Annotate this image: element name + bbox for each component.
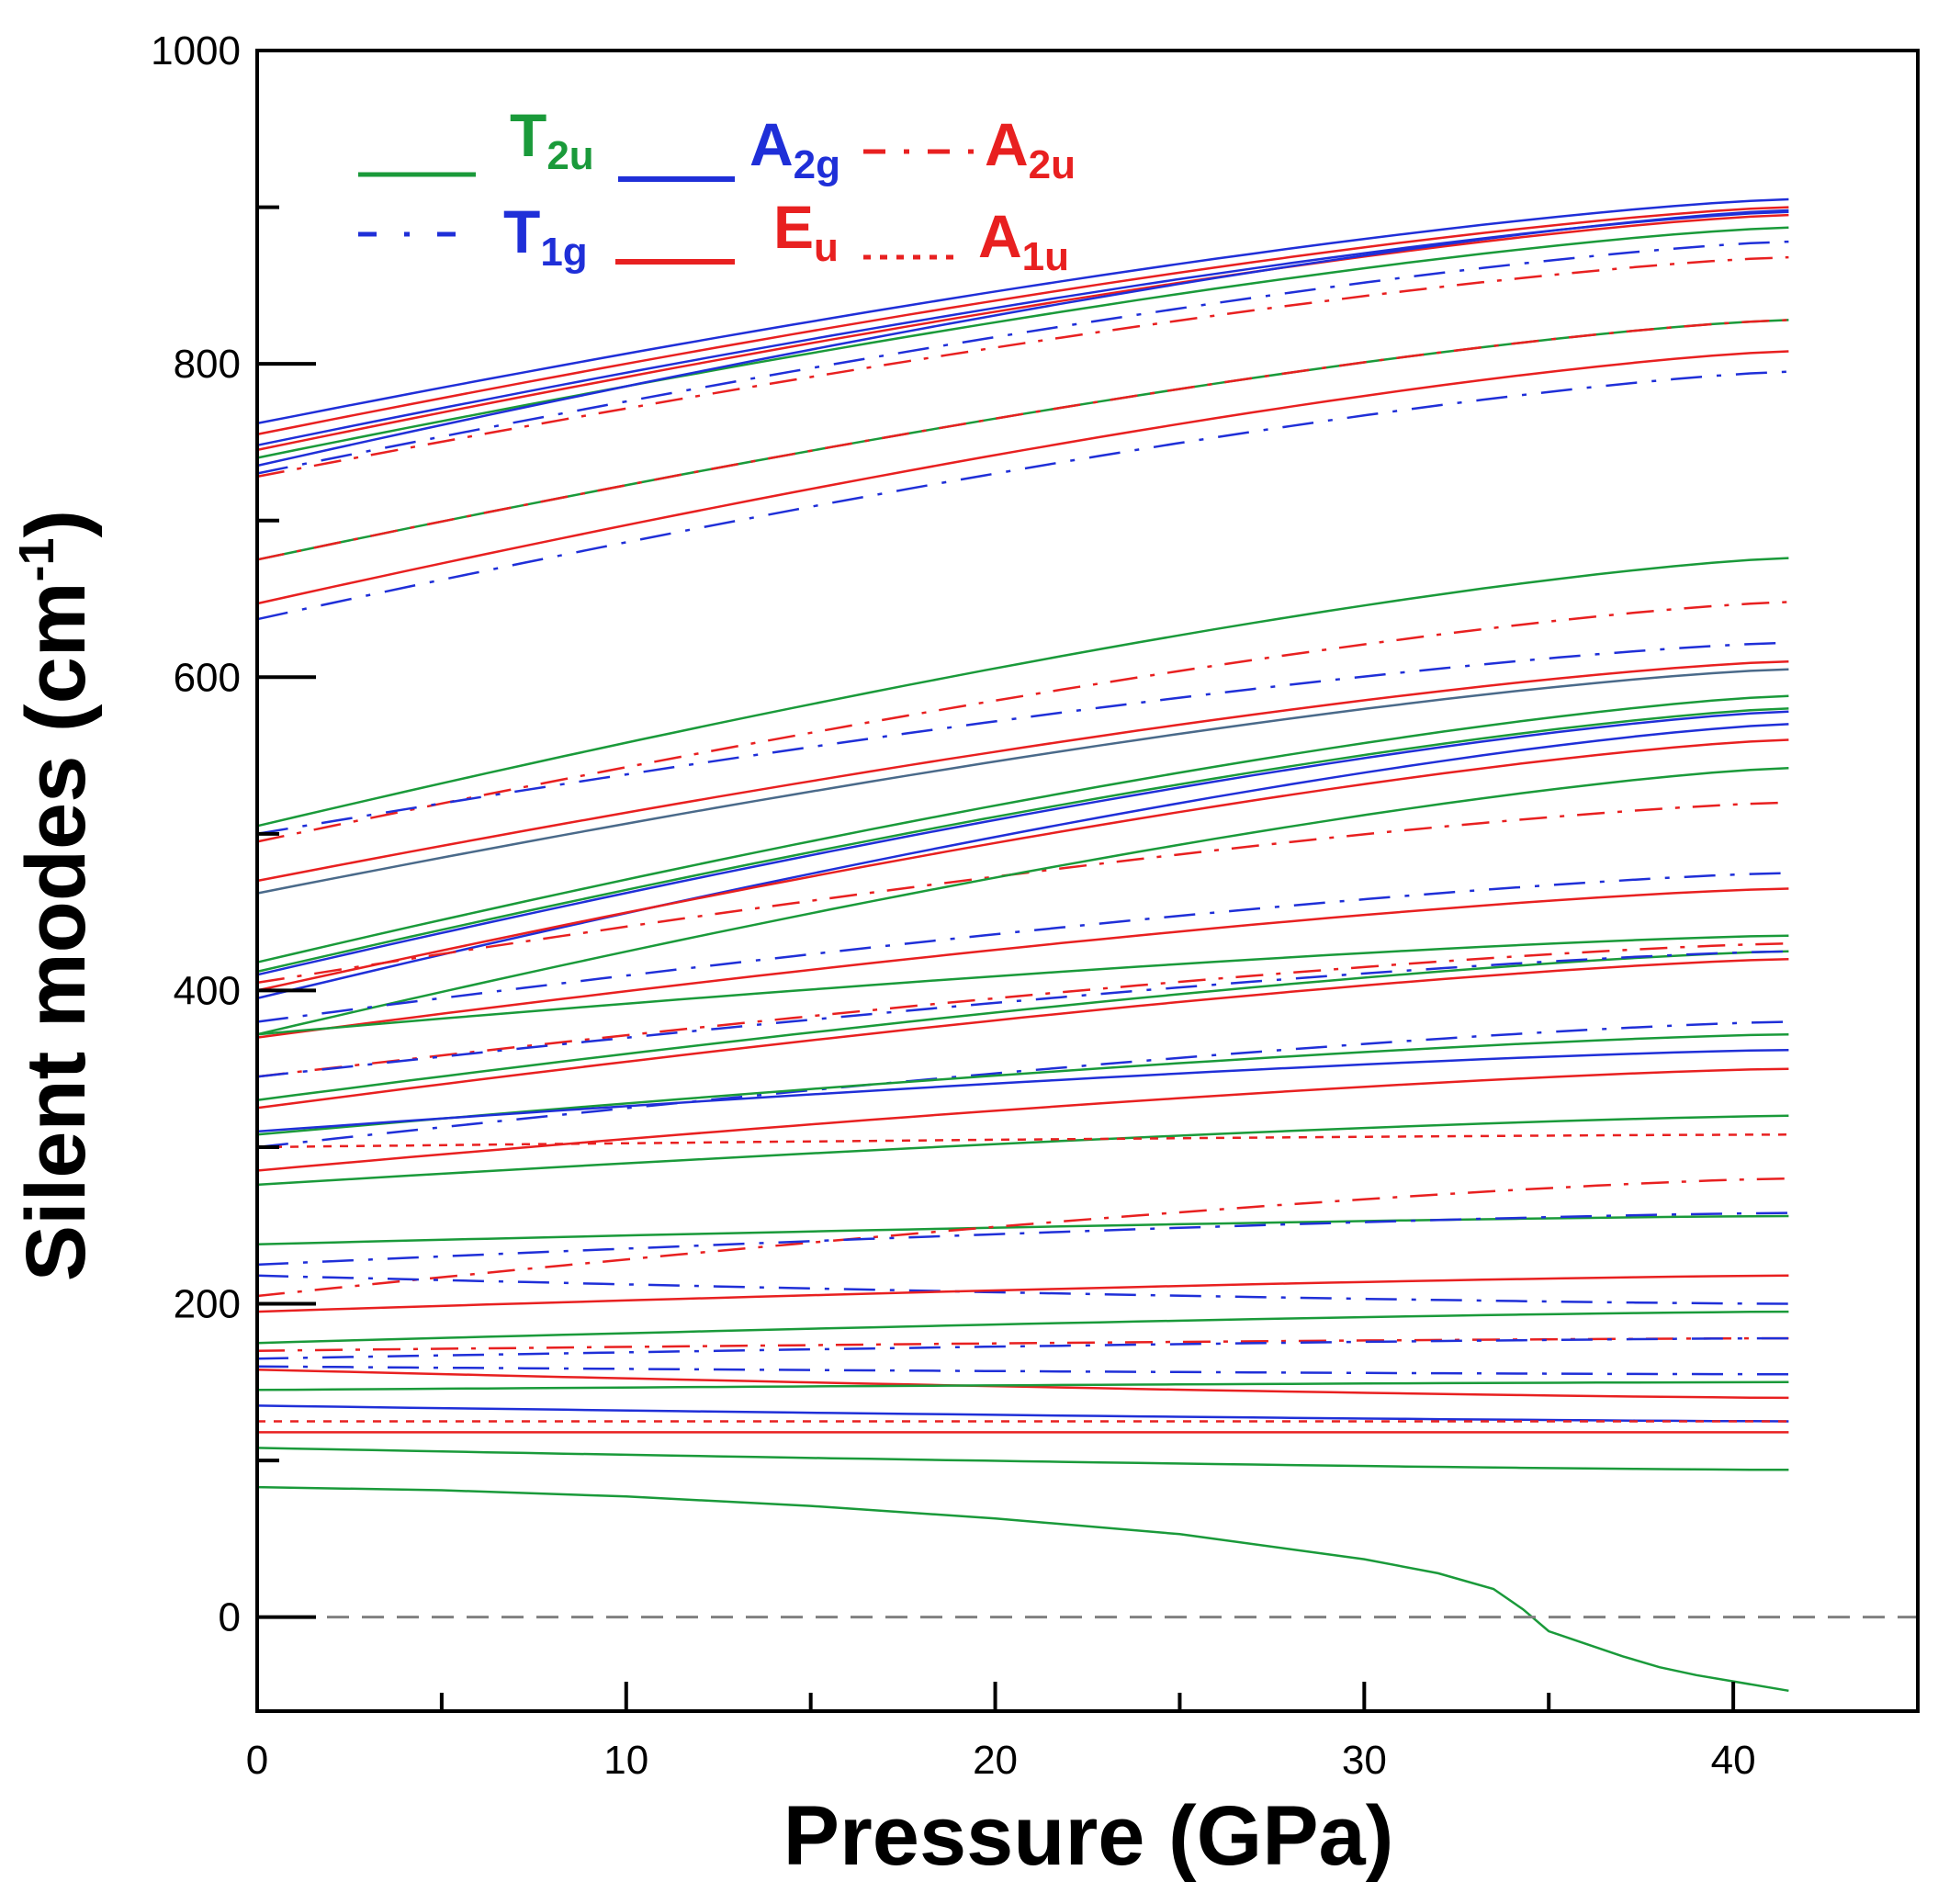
mode-line-a2u-6 bbox=[256, 255, 1789, 479]
x-tick-label: 30 bbox=[1342, 1738, 1387, 1783]
mode-line-t2u-12 bbox=[256, 557, 1789, 828]
mode-line-eu-1 bbox=[256, 206, 1789, 436]
mode-line-t2u-26 bbox=[256, 934, 1789, 1036]
soft-mode-line-t2u bbox=[256, 1485, 1789, 1693]
mode-line-eu-15 bbox=[256, 659, 1789, 883]
mode-line-a2g-0 bbox=[256, 197, 1789, 425]
y-axis-title: Silent modes (cm-1) bbox=[9, 510, 103, 1281]
mode-line-t1g-39 bbox=[256, 1211, 1789, 1267]
mode-line-a2u-27 bbox=[256, 941, 1789, 1078]
mode-line-t2u-32 bbox=[256, 1032, 1789, 1136]
y-tick-label: 600 bbox=[174, 655, 241, 700]
x-tick-label: 20 bbox=[973, 1738, 1018, 1783]
mode-line-t2u-23 bbox=[256, 766, 1789, 1036]
legend-label-a1u: A1u bbox=[978, 202, 1069, 279]
x-tick-label: 10 bbox=[603, 1738, 648, 1783]
mode-line-a2g-48 bbox=[256, 1404, 1789, 1423]
mode-line-mix-16 bbox=[256, 668, 1789, 895]
plot-frame-rect bbox=[255, 49, 1920, 1713]
x-tick-label: 40 bbox=[1711, 1738, 1756, 1783]
mode-line-t1g-31 bbox=[256, 1020, 1789, 1149]
mode-line-a2g-19 bbox=[256, 710, 1789, 976]
mode-line-t1g-14 bbox=[256, 641, 1789, 836]
mode-line-eu-3 bbox=[256, 213, 1789, 452]
series-lines bbox=[256, 197, 1789, 1693]
legend-label-t2u: T2u bbox=[510, 101, 594, 178]
mode-line-t2u-47 bbox=[256, 1380, 1789, 1391]
y-tick-label: 1000 bbox=[151, 28, 241, 73]
mode-line-t2u-42 bbox=[256, 1310, 1789, 1345]
y-tick-label: 0 bbox=[219, 1595, 241, 1640]
legend-item-t1g: T1g bbox=[358, 197, 588, 275]
mode-line-t1g-45 bbox=[256, 1365, 1789, 1376]
mode-line-a2u-43 bbox=[256, 1336, 1789, 1352]
mode-line-eu-41 bbox=[256, 1274, 1789, 1313]
mode-line-eu-10 bbox=[256, 350, 1789, 605]
legend-item-eu: Eu bbox=[615, 193, 839, 270]
y-ticks: 0 200 400 600 800 1000 bbox=[151, 28, 316, 1640]
mode-line-a2u-13 bbox=[256, 601, 1789, 843]
mode-line-t2u-35 bbox=[256, 1114, 1789, 1187]
legend: T2u A2g A2u T1g Eu A1u bbox=[358, 101, 1076, 279]
mode-line-a1u-36 bbox=[256, 1133, 1789, 1149]
x-ticks: 0 10 20 30 40 bbox=[246, 1682, 1920, 1783]
legend-item-a1u: A1u bbox=[863, 202, 1069, 279]
mode-line-eu-21 bbox=[256, 738, 1789, 992]
mode-line-a2u-38 bbox=[256, 1177, 1789, 1298]
mode-line-t2u-17 bbox=[256, 694, 1789, 963]
mode-line-eu-34 bbox=[256, 1067, 1789, 1172]
mode-line-t2u-8 bbox=[256, 319, 1789, 561]
x-tick-label: 0 bbox=[246, 1738, 268, 1783]
mode-line-a2g-33 bbox=[256, 1048, 1789, 1133]
legend-label-t1g: T1g bbox=[503, 197, 588, 275]
x-axis-title: Pressure (GPa) bbox=[783, 1789, 1394, 1883]
legend-label-a2u: A2u bbox=[985, 110, 1076, 187]
mode-line-a2g-5 bbox=[256, 208, 1789, 468]
mode-line-a2u-22 bbox=[256, 801, 1789, 985]
legend-item-a2u: A2u bbox=[863, 110, 1076, 187]
legend-item-t2u: T2u bbox=[358, 101, 594, 178]
mode-line-t1g-44 bbox=[256, 1336, 1789, 1360]
mode-line-eu-46 bbox=[256, 1368, 1789, 1400]
legend-item-a2g: A2g bbox=[618, 110, 840, 187]
mode-line-eu-30 bbox=[256, 958, 1789, 1110]
mode-line-eu-25 bbox=[256, 887, 1789, 1039]
legend-label-a2g: A2g bbox=[749, 110, 840, 187]
mode-line-t2u-28 bbox=[256, 950, 1789, 1102]
y-tick-label: 800 bbox=[174, 342, 241, 387]
plot-frame bbox=[255, 49, 1920, 1713]
mode-line-t2u-18 bbox=[256, 707, 1789, 974]
mode-line-t2u-4 bbox=[256, 226, 1789, 459]
legend-label-eu: Eu bbox=[773, 193, 839, 270]
mode-line-a2g-20 bbox=[256, 723, 1789, 1000]
mode-line-t2u-37 bbox=[256, 1214, 1789, 1245]
y-tick-label: 200 bbox=[174, 1282, 241, 1327]
y-tick-label: 400 bbox=[174, 968, 241, 1013]
mode-line-a2u-9 bbox=[256, 319, 1789, 561]
mode-line-t1g-40 bbox=[256, 1274, 1789, 1305]
mode-line-t1g-11 bbox=[256, 370, 1789, 621]
mode-line-t2u-51 bbox=[256, 1447, 1789, 1471]
